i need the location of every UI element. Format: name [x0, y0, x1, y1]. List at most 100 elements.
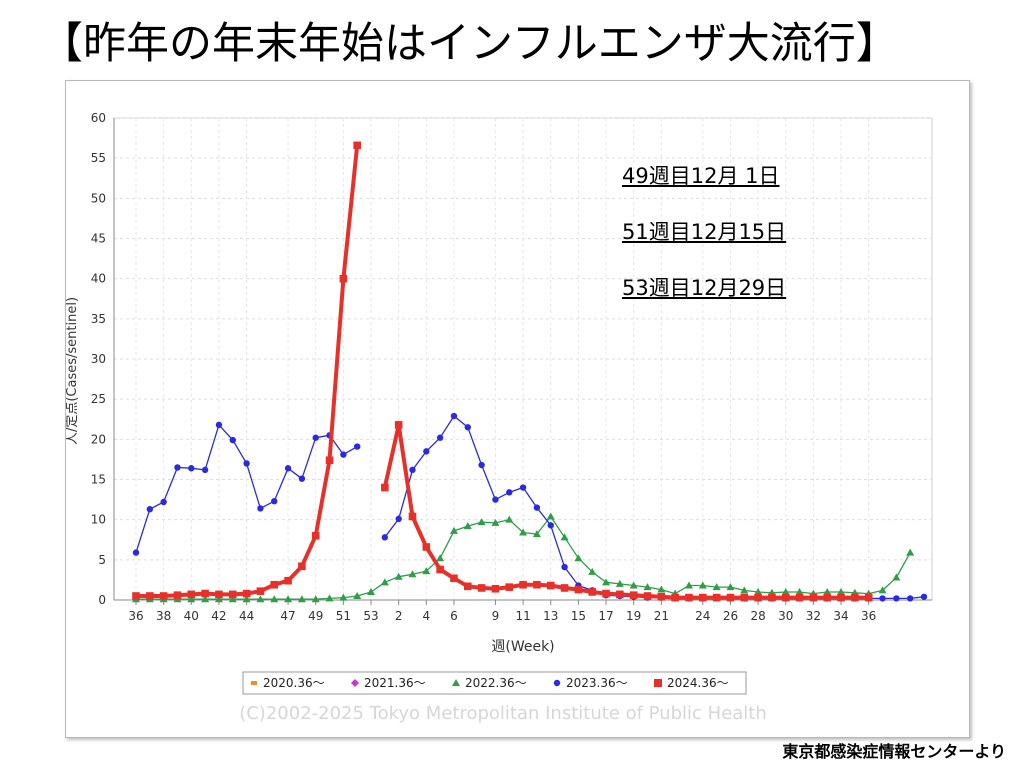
data-point [325, 456, 334, 465]
data-point [174, 464, 181, 471]
source-credit: 東京都感染症情報センターより [782, 742, 1006, 761]
data-point [823, 593, 832, 602]
data-point [159, 592, 168, 600]
data-point [795, 587, 804, 595]
data-point [146, 506, 154, 513]
data-point [436, 554, 445, 562]
data-point [574, 554, 583, 562]
data-point [781, 593, 790, 602]
data-point [561, 563, 568, 571]
data-point [892, 573, 901, 581]
y-tick-label: 55 [91, 151, 106, 165]
data-point [298, 475, 306, 482]
data-point [864, 593, 873, 602]
data-point [629, 591, 638, 599]
legend-marker [251, 681, 257, 685]
data-point [726, 583, 735, 591]
data-point [160, 498, 167, 506]
data-point [906, 595, 914, 602]
data-point [312, 434, 319, 441]
data-point [311, 595, 320, 603]
x-tick-label: 40 [184, 609, 199, 623]
y-tick-label: 45 [91, 232, 106, 246]
x-tick-label: 47 [280, 609, 295, 623]
data-point [506, 489, 513, 496]
data-point [546, 512, 555, 520]
data-point [408, 512, 417, 521]
x-tick-label: 17 [598, 609, 613, 623]
data-point [394, 572, 403, 580]
data-point [532, 530, 541, 538]
data-point [781, 587, 790, 595]
data-point [685, 593, 693, 602]
data-point [353, 591, 362, 599]
x-tick-label: 4 [422, 609, 430, 623]
data-point [560, 584, 569, 592]
data-point [837, 593, 845, 602]
data-point [519, 528, 528, 536]
data-point [187, 595, 196, 603]
data-point [367, 587, 376, 595]
y-tick-label: 30 [91, 352, 106, 366]
y-tick-label: 50 [91, 191, 106, 205]
data-point [256, 587, 265, 595]
annotation-date-2: 51週目12月15日 [622, 220, 787, 244]
x-tick-label: 30 [778, 609, 793, 623]
data-point [837, 587, 846, 595]
data-point [657, 585, 666, 593]
data-point [270, 595, 279, 603]
x-tick-label: 6 [450, 609, 458, 623]
data-point [602, 578, 611, 586]
data-point [519, 580, 527, 589]
data-point [657, 592, 666, 601]
data-point [450, 412, 458, 420]
data-point [712, 593, 721, 602]
x-tick-label: 15 [571, 609, 586, 623]
data-point [311, 531, 320, 540]
data-point [394, 421, 403, 429]
data-point [436, 565, 444, 574]
data-point [228, 590, 237, 599]
data-point [381, 483, 389, 492]
y-tick-label: 35 [91, 312, 106, 326]
y-tick-label: 25 [91, 392, 106, 406]
watermark-text: (C)2002-2025 Tokyo Metropolitan Institut… [239, 703, 767, 724]
data-point [284, 576, 292, 585]
data-point [353, 141, 361, 150]
data-point [505, 583, 514, 591]
data-point [463, 522, 472, 530]
data-point [879, 595, 886, 602]
data-point [215, 421, 223, 429]
legend-marker [351, 679, 359, 687]
data-point [284, 465, 292, 472]
y-tick-label: 5 [98, 553, 106, 567]
data-point [449, 526, 458, 534]
data-point [588, 588, 597, 596]
data-point [629, 581, 638, 589]
data-point [229, 436, 236, 444]
y-tick-label: 20 [91, 432, 106, 446]
grid-layer [113, 117, 933, 601]
y-axis-label: 人/定点(Cases/sentinel) [66, 297, 80, 445]
data-point [920, 593, 928, 600]
data-point [450, 574, 458, 583]
data-point [906, 548, 915, 556]
data-point [257, 505, 264, 512]
data-point [464, 424, 471, 431]
legend-label: 2022.36〜 [465, 676, 527, 690]
data-point [712, 583, 721, 591]
data-point [270, 580, 279, 589]
annotation-date-1: 49週目12月 1日 [622, 164, 780, 188]
data-point [146, 592, 154, 600]
legend-label: 2021.36〜 [364, 676, 426, 690]
annotation-date-3: 53週目12月29日 [622, 276, 787, 300]
data-point [132, 592, 140, 600]
data-point [740, 593, 749, 602]
data-point [201, 466, 209, 474]
x-tick-label: 32 [806, 609, 821, 623]
data-point [491, 518, 500, 526]
data-point [574, 585, 583, 594]
data-point [726, 593, 735, 602]
